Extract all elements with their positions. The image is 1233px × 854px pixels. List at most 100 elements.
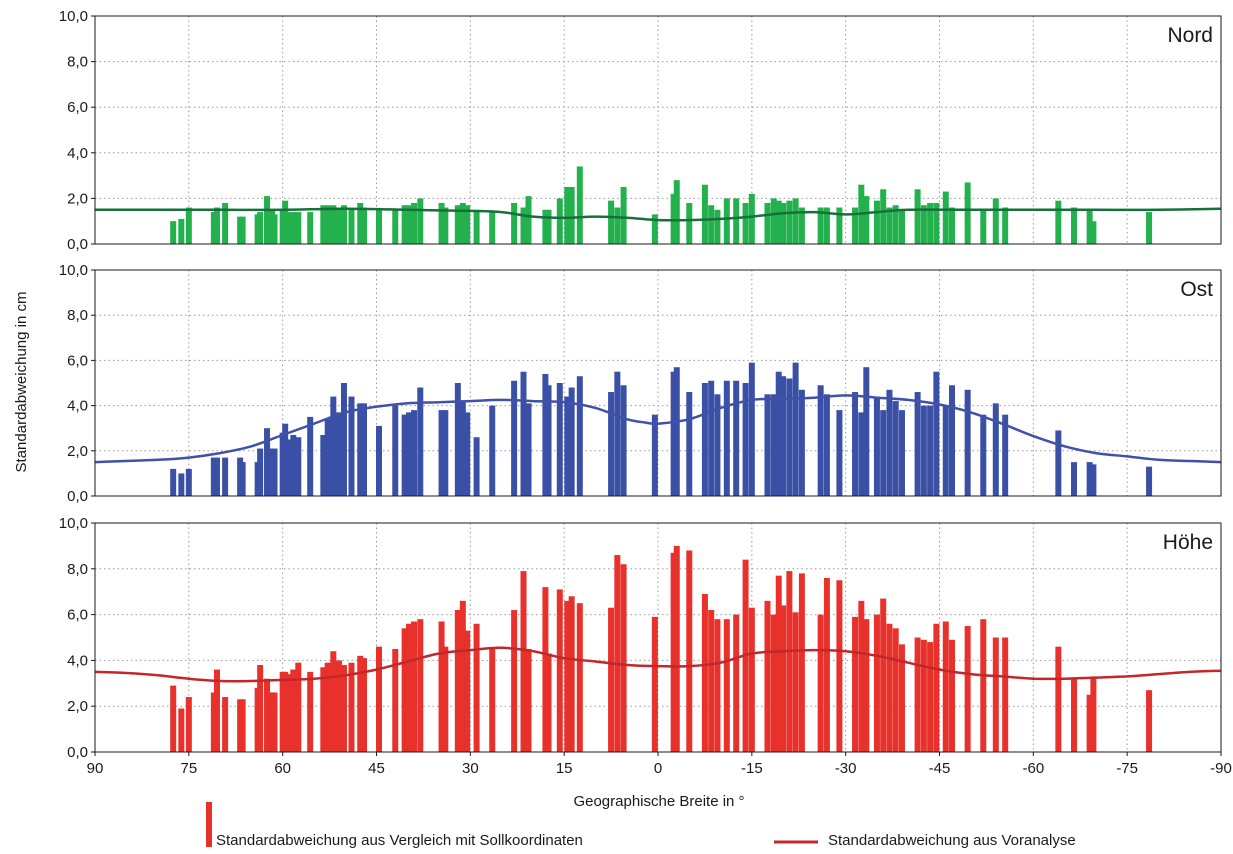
bar (489, 405, 496, 496)
y-tick-label: 0,0 (67, 744, 88, 761)
x-tick-label: 45 (368, 760, 385, 777)
bar (511, 610, 518, 752)
bar (608, 392, 615, 496)
bar (282, 671, 289, 752)
y-axis-label: Standardabweichung in cm (13, 292, 30, 473)
bar (714, 209, 721, 244)
panel-title: Ost (1180, 278, 1213, 301)
x-axis-label: Geographische Breite in ° (573, 793, 744, 810)
bar (1002, 414, 1009, 496)
bar (817, 385, 824, 496)
bar (927, 405, 934, 496)
bar (1090, 464, 1097, 496)
bar (348, 209, 355, 244)
bar (886, 389, 893, 496)
panel-1: 0,0 2,0 4,0 6,0 8,0 10,0 Ost (59, 262, 1222, 505)
y-tick-label: 8,0 (67, 561, 88, 578)
y-tick-label: 4,0 (67, 398, 88, 415)
y-tick-label: 0,0 (67, 488, 88, 505)
bar (464, 205, 471, 244)
bar (307, 212, 314, 244)
y-tick-label: 2,0 (67, 190, 88, 207)
bar (898, 410, 905, 496)
bar (340, 205, 347, 244)
bar (614, 371, 621, 496)
panel-2: 0,0 2,0 4,0 6,0 8,0 10,0 Höhe (59, 515, 1222, 761)
bar (880, 598, 887, 752)
bar (568, 387, 575, 496)
bar (1086, 462, 1093, 496)
bar (792, 362, 799, 496)
bar (852, 616, 859, 752)
bar (264, 678, 271, 752)
bar (335, 207, 342, 244)
bar (942, 405, 949, 496)
bar (836, 410, 843, 496)
bar (459, 600, 466, 752)
bar (992, 637, 999, 752)
bar (401, 414, 408, 496)
bar (564, 396, 571, 496)
bar (852, 207, 859, 244)
bar (459, 401, 466, 496)
bar (614, 207, 621, 244)
bar (210, 692, 217, 752)
bar (817, 614, 824, 752)
x-tick-label: 30 (462, 760, 479, 777)
bar (556, 383, 563, 496)
bar (673, 180, 680, 244)
bar (454, 205, 461, 244)
bar (264, 196, 271, 244)
x-tick-label: 75 (180, 760, 197, 777)
bar (411, 202, 418, 244)
bar (780, 605, 787, 752)
bar (564, 187, 571, 244)
bar (670, 371, 677, 496)
bar (406, 205, 413, 244)
bar (914, 189, 921, 244)
bar (620, 564, 627, 752)
bar (170, 221, 177, 244)
legend-bar-swatch (206, 802, 212, 847)
bar (892, 205, 899, 244)
bar (542, 209, 549, 244)
panel-title: Höhe (1163, 531, 1213, 554)
bar (733, 380, 740, 496)
bar (1070, 678, 1077, 752)
bar (406, 412, 413, 496)
bar (748, 362, 755, 496)
bar (858, 412, 865, 496)
bar (670, 193, 677, 244)
panel-frame (94, 15, 1222, 245)
bar (1070, 462, 1077, 496)
bar (1055, 646, 1062, 752)
bar (608, 200, 615, 244)
bar (723, 380, 730, 496)
bar (376, 209, 382, 244)
bar (525, 196, 532, 244)
bar (295, 437, 302, 496)
bar (964, 626, 971, 752)
bar (324, 662, 331, 752)
bar (520, 371, 527, 496)
bar (295, 212, 302, 244)
bar (742, 383, 749, 496)
bar (545, 385, 552, 496)
y-tick-label: 8,0 (67, 307, 88, 324)
bar (852, 392, 859, 496)
bar (489, 648, 496, 752)
x-tick-label: -60 (1022, 760, 1044, 777)
y-tick-label: 0,0 (67, 236, 88, 253)
bar (892, 401, 899, 496)
bar (873, 614, 880, 752)
bar (1055, 200, 1062, 244)
bar (438, 202, 445, 244)
panel-frame (94, 269, 1222, 497)
x-tick-label: -45 (929, 760, 951, 777)
bar (933, 371, 940, 496)
bar (340, 664, 347, 752)
bar (942, 621, 949, 752)
bar (920, 639, 927, 752)
bar (817, 207, 824, 244)
bar (708, 205, 715, 244)
